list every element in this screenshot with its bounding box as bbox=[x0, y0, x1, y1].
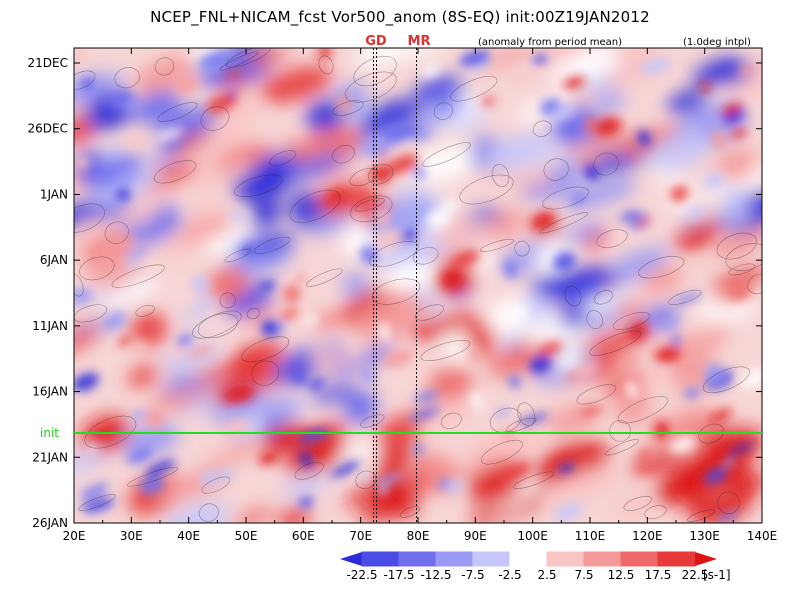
colorbar-bin bbox=[435, 551, 474, 567]
x-tick-label: 40E bbox=[177, 529, 200, 543]
colorbar-level-label: 7.5 bbox=[574, 568, 593, 582]
y-tick-label: 11JAN bbox=[32, 319, 68, 333]
y-tick-label: 26DEC bbox=[28, 122, 68, 136]
colorbar-level-label: -22.5 bbox=[346, 568, 377, 582]
y-tick-label: 21DEC bbox=[28, 56, 68, 70]
anomaly-note: (anomaly from period mean) bbox=[478, 37, 622, 48]
colorbar-level-label: -7.5 bbox=[461, 568, 484, 582]
y-tick-label: 6JAN bbox=[40, 253, 68, 267]
colorbar-level-label: 12.5 bbox=[608, 568, 635, 582]
marker-label-gd: GD bbox=[365, 34, 387, 49]
location-markers: GD MR bbox=[365, 34, 430, 49]
colorbar-bin bbox=[472, 551, 511, 567]
colorbar-unit: [s-1] bbox=[703, 568, 731, 582]
x-tick-label: 70E bbox=[349, 529, 372, 543]
colorbar: -22.5 -17.5 -12.5 -7.5 -2.5 2.5 7.5 12.5 17.5 22.… bbox=[340, 551, 731, 582]
x-axis: 20E 30E 40E 50E 60E 70E 80E 90E 100E 110E 120E 130E… bbox=[63, 48, 778, 543]
colorbar-level-label: 17.5 bbox=[645, 568, 672, 582]
colorbar-level-label: 22.5 bbox=[682, 568, 709, 582]
colorbar-bin bbox=[398, 551, 437, 567]
x-tick-label: 110E bbox=[575, 529, 606, 543]
x-tick-label: 80E bbox=[407, 529, 430, 543]
y-tick-label: 26JAN bbox=[32, 516, 68, 530]
init-line-group: init bbox=[40, 426, 762, 440]
vorticity-field bbox=[74, 48, 762, 523]
init-label: init bbox=[40, 426, 59, 440]
y-axis: 21DEC 26DEC 1JAN 6JAN 11JAN 16JAN 21JAN 26JAN bbox=[28, 56, 762, 530]
y-tick-label: 1JAN bbox=[40, 187, 68, 201]
colorbar-arrow-right bbox=[695, 552, 717, 566]
colorbar-bin bbox=[361, 551, 400, 567]
y-tick-label: 16JAN bbox=[32, 385, 68, 399]
colorbar-level-label: 2.5 bbox=[537, 568, 556, 582]
x-tick-label: 130E bbox=[689, 529, 720, 543]
marker-lines bbox=[373, 48, 417, 523]
chart-title: NCEP_FNL+NICAM_fcst Vor500_anom (8S-EQ) … bbox=[150, 8, 650, 26]
colorbar-bin bbox=[657, 551, 696, 567]
colorbar-level-label: -17.5 bbox=[383, 568, 414, 582]
marker-label-mr: MR bbox=[408, 34, 431, 49]
colorbar-bin bbox=[546, 551, 585, 567]
colorbar-level-label: -12.5 bbox=[420, 568, 451, 582]
colorbar-bin bbox=[509, 551, 548, 567]
colorbar-bin bbox=[583, 551, 622, 567]
x-tick-label: 90E bbox=[464, 529, 487, 543]
x-tick-label: 100E bbox=[517, 529, 548, 543]
colorbar-arrow-left bbox=[340, 552, 362, 566]
colorbar-level-label: -2.5 bbox=[498, 568, 521, 582]
x-tick-label: 60E bbox=[292, 529, 315, 543]
colorbar-bin bbox=[620, 551, 659, 567]
interpolation-note: (1.0deg intpl) bbox=[683, 37, 751, 48]
y-tick-label: 21JAN bbox=[32, 450, 68, 464]
x-tick-label: 140E bbox=[747, 529, 778, 543]
x-tick-label: 30E bbox=[120, 529, 143, 543]
x-tick-label: 120E bbox=[632, 529, 663, 543]
x-tick-label: 50E bbox=[235, 529, 258, 543]
x-tick-label: 20E bbox=[63, 529, 86, 543]
